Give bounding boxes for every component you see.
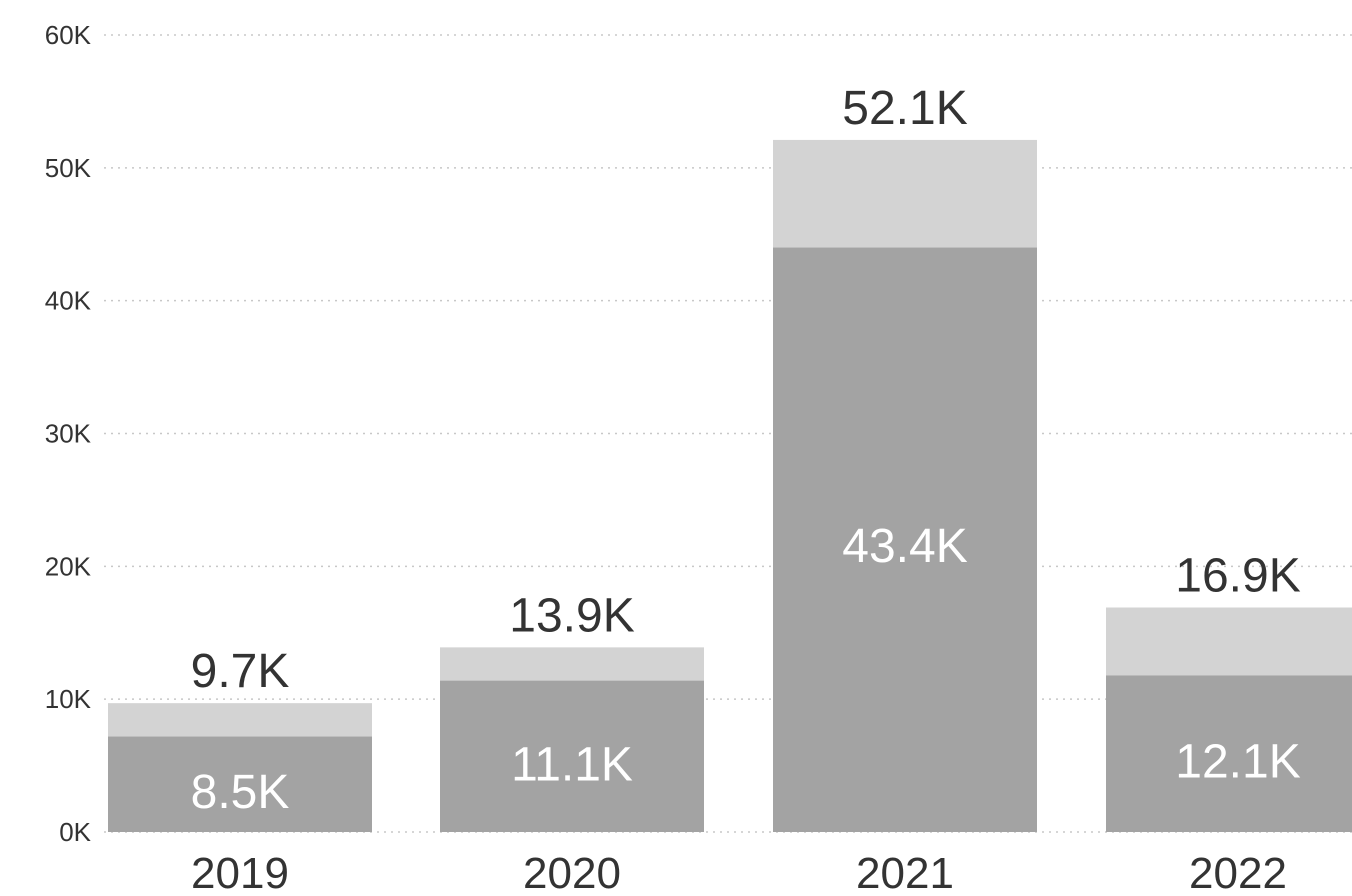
x-tick-label: 2021 xyxy=(856,849,954,896)
segment-value-label: 12.1K xyxy=(1175,736,1300,789)
x-tick-label: 2019 xyxy=(191,849,289,896)
y-tick-label: 50K xyxy=(45,153,92,183)
bar-segment-lower xyxy=(108,736,372,832)
bar-segment-lower xyxy=(440,680,704,832)
gridlines xyxy=(104,34,1352,833)
x-tick-label: 2020 xyxy=(523,849,621,896)
y-axis: 0K 10K 20K 30K 40K 50K 60K xyxy=(45,20,92,847)
bar-segment-lower xyxy=(773,247,1037,833)
x-axis: 2019 2020 2021 2022 xyxy=(191,849,1287,896)
y-tick-label: 20K xyxy=(45,551,92,581)
y-tick-label: 30K xyxy=(45,419,92,449)
total-value-label: 16.9K xyxy=(1175,550,1300,603)
y-tick-label: 10K xyxy=(45,684,92,714)
x-tick-label: 2022 xyxy=(1189,849,1287,896)
y-tick-label: 60K xyxy=(45,20,92,50)
bar-segment-lower xyxy=(1106,675,1352,832)
y-tick-label: 40K xyxy=(45,286,92,316)
total-value-label: 52.1K xyxy=(842,82,967,135)
segment-value-label: 11.1K xyxy=(511,738,633,791)
bar-segment-upper xyxy=(108,703,372,737)
bar-segment-upper xyxy=(440,647,704,681)
segment-value-label: 8.5K xyxy=(191,766,290,819)
bar-segment-upper xyxy=(773,139,1037,248)
segment-value-label: 43.4K xyxy=(842,520,967,573)
bars xyxy=(108,139,1352,833)
data-labels: 9.7K 8.5K 13.9K 11.1K 52.1K 43.4K 16.9K 12.1K xyxy=(191,82,1301,819)
y-tick-label: 0K xyxy=(59,817,91,847)
bar-segment-upper xyxy=(1106,607,1352,676)
total-value-label: 13.9K xyxy=(509,589,634,642)
total-value-label: 9.7K xyxy=(191,645,290,698)
